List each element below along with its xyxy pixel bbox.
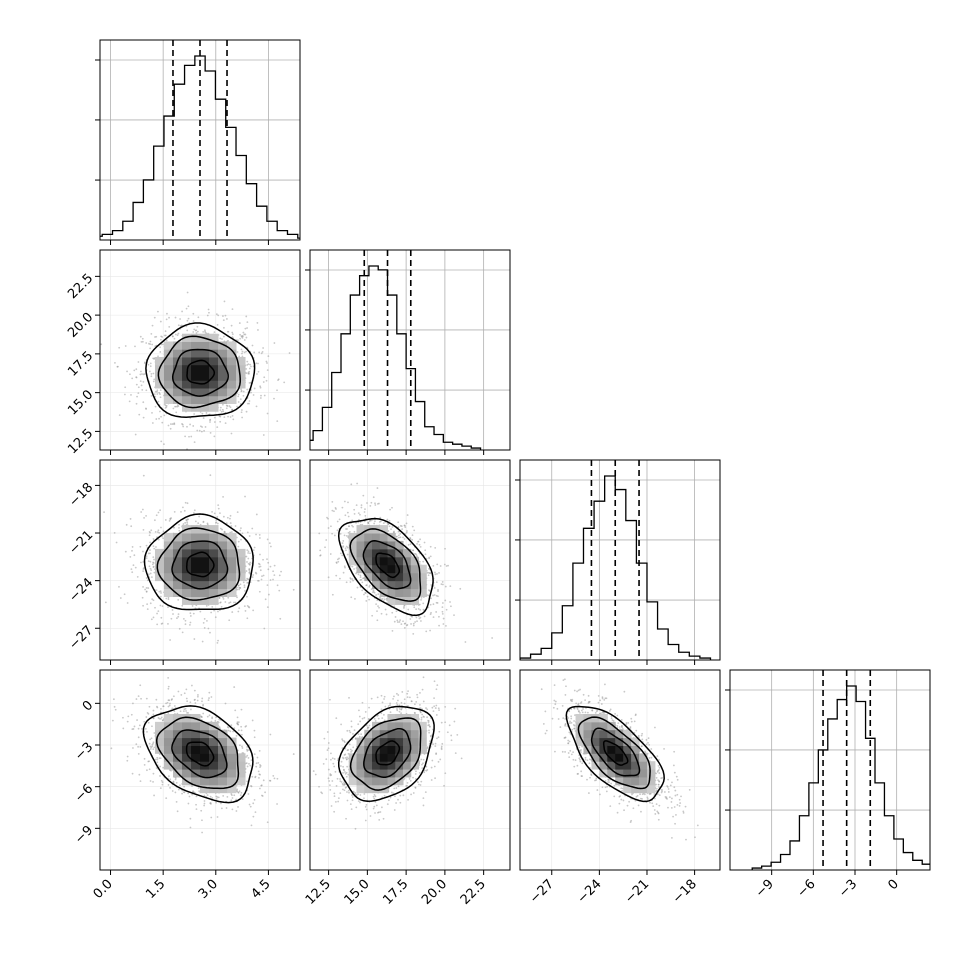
contour-line <box>602 740 629 766</box>
contours <box>565 705 665 803</box>
y-tick-label: 15.0 <box>65 387 96 418</box>
contour-line <box>143 513 254 611</box>
contour-line <box>337 705 435 803</box>
contour-line <box>171 540 229 590</box>
x-tick-label: 15.0 <box>342 877 373 908</box>
x-tick-label: −24 <box>575 877 605 907</box>
panel-frame <box>729 669 931 871</box>
x-tick-label: −9 <box>753 877 777 901</box>
contour-line <box>363 727 412 779</box>
x-tick-label: 3.0 <box>196 877 221 902</box>
x-tick-label: 20.0 <box>419 877 450 908</box>
panel-1-0: 12.5 15.0 17.5 20.0 22.5 <box>65 249 301 457</box>
density-map <box>154 333 246 412</box>
panel-frame <box>309 249 511 451</box>
contours <box>145 322 256 418</box>
contour-line <box>349 717 422 791</box>
y-tick-label: −21 <box>66 528 96 558</box>
contour-line <box>185 551 215 578</box>
contour-line <box>171 348 229 397</box>
density-map <box>154 525 246 605</box>
contour-line <box>590 727 641 777</box>
panel-frame <box>99 249 301 451</box>
panel-3-2: −27 −24 −21 −18 <box>519 669 721 907</box>
panel-2-0: −27 −24 −21 −18 <box>66 459 301 665</box>
y-tick-label: −18 <box>66 480 96 510</box>
x-tick-label: −6 <box>794 877 818 901</box>
contour-line <box>171 729 228 779</box>
density-map <box>154 713 246 794</box>
panel-3-1: 12.5 15.0 17.5 20.0 22.5 <box>303 669 511 908</box>
y-tick-label: −9 <box>72 823 96 847</box>
x-tick-label: 22.5 <box>458 877 489 908</box>
y-tick-label: 22.5 <box>65 271 96 302</box>
y-tick-label: −6 <box>72 781 96 805</box>
panel-frame <box>309 459 511 661</box>
panel-frame <box>99 459 301 661</box>
panel-frame <box>519 459 721 661</box>
panel-2-1 <box>309 459 511 665</box>
panel-1-1 <box>305 249 511 455</box>
panel-3-3: −9 −6 −3 0 <box>725 669 931 901</box>
contours <box>337 705 435 803</box>
contour-line <box>349 528 422 602</box>
y-tick-label: 20.0 <box>65 310 96 341</box>
contour-line <box>155 716 240 790</box>
y-tick-label: −3 <box>72 740 96 764</box>
contour-line <box>157 335 241 409</box>
contour-line <box>142 705 254 804</box>
contours <box>337 517 434 617</box>
contour-line <box>337 517 434 617</box>
y-tick-label: 0 <box>80 698 96 714</box>
x-tick-label: −18 <box>670 877 700 907</box>
x-tick-label: 0.0 <box>91 877 116 902</box>
x-tick-label: −21 <box>622 877 652 907</box>
x-tick-label: −27 <box>527 877 557 907</box>
contour-line <box>577 716 651 790</box>
contour-line <box>375 552 401 579</box>
x-tick-label: 1.5 <box>143 877 168 902</box>
panel-3-0: −9 −6 −3 0 0.0 1.5 3.0 4.5 <box>72 669 301 902</box>
contour-line <box>186 359 216 385</box>
density-map <box>348 525 427 605</box>
contour-line <box>185 741 215 767</box>
x-tick-label: 4.5 <box>248 877 273 902</box>
contour-line <box>375 740 401 766</box>
contour-line <box>565 705 665 803</box>
contour-line <box>362 540 412 590</box>
contours <box>143 513 254 611</box>
x-tick-label: 12.5 <box>303 877 334 908</box>
contours <box>142 705 254 804</box>
x-tick-label: 0 <box>886 877 902 893</box>
y-tick-label: −24 <box>66 575 96 605</box>
panel-frame <box>99 39 301 241</box>
y-tick-label: 17.5 <box>65 349 96 380</box>
contour-line <box>156 527 241 601</box>
x-tick-label: 17.5 <box>380 877 411 908</box>
panel-frame <box>519 669 721 871</box>
panel-2-2 <box>515 459 721 665</box>
y-tick-label: −27 <box>66 623 96 653</box>
panel-frame <box>99 669 301 871</box>
x-tick-label: −3 <box>836 877 860 901</box>
panel-frame <box>309 669 511 871</box>
y-tick-label: 12.5 <box>65 426 96 457</box>
panel-0-0 <box>95 39 301 245</box>
contour-line <box>145 322 256 418</box>
